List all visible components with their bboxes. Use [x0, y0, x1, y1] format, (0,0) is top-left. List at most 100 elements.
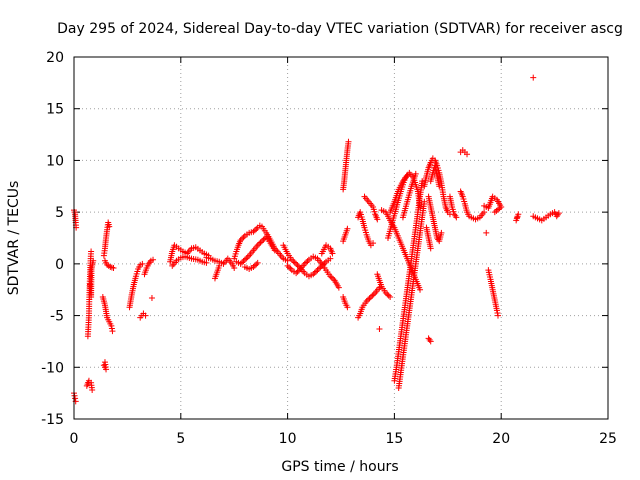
data-point-marker [293, 270, 300, 277]
data-point-marker [481, 209, 488, 216]
data-point-marker [88, 248, 95, 255]
data-point-marker [327, 255, 334, 262]
data-point-marker [436, 183, 443, 190]
data-point-marker [101, 359, 108, 366]
data-point-marker [382, 289, 389, 296]
data-point-marker [237, 237, 244, 244]
y-tick-label: 15 [46, 102, 64, 118]
data-point-marker [453, 214, 460, 221]
y-axis-label: SDTVAR / TECUs [6, 181, 22, 296]
data-point-marker [260, 236, 267, 243]
y-tick-label: 0 [55, 257, 64, 273]
data-point-marker [384, 291, 391, 298]
data-point-marker [231, 264, 238, 271]
data-point-marker [108, 322, 115, 329]
data-point-marker [243, 255, 250, 262]
data-point-marker [493, 307, 500, 314]
data-point-marker [311, 269, 318, 276]
y-tick-label: 20 [46, 50, 64, 66]
data-point-marker [237, 260, 244, 267]
data-point-marker [291, 259, 298, 266]
data-point-marker [251, 227, 258, 234]
data-point-marker [329, 250, 336, 257]
x-tick-label: 15 [385, 431, 403, 447]
y-tick-label: -15 [41, 412, 64, 428]
data-point-marker [328, 274, 335, 281]
x-tick-label: 10 [279, 431, 297, 447]
data-point-marker [530, 74, 537, 81]
data-point-marker [421, 198, 428, 205]
data-point-marker [303, 259, 310, 266]
x-tick-label: 20 [492, 431, 510, 447]
data-point-marker [483, 229, 490, 236]
data-point-marker [514, 214, 521, 221]
data-point-marker [239, 235, 246, 242]
data-point-marker [335, 284, 342, 291]
data-point-marker [427, 245, 434, 252]
data-point-marker [241, 256, 248, 263]
data-point-marker [419, 178, 426, 185]
data-point-marker [251, 262, 258, 269]
data-point-marker [250, 228, 257, 235]
data-point-marker [376, 326, 383, 333]
data-point-marker [90, 257, 97, 264]
data-point-marker [106, 223, 113, 230]
data-point-marker [240, 258, 247, 265]
data-point-marker [108, 325, 115, 332]
x-axis-label: GPS time / hours [281, 459, 398, 475]
data-point-marker [293, 260, 300, 267]
data-point-marker [257, 239, 264, 246]
data-point-marker [258, 238, 265, 245]
plot-frame [73, 56, 609, 420]
data-point-marker [290, 258, 297, 265]
data-point-marker [365, 296, 372, 303]
axis-ticks [73, 56, 609, 420]
data-point-marker [294, 262, 301, 269]
data-point-marker [110, 264, 117, 271]
data-point-marker [426, 336, 433, 343]
data-point-marker [244, 253, 251, 260]
data-point-marker [417, 286, 424, 293]
data-point-marker [345, 138, 352, 145]
data-point-marker [150, 256, 157, 263]
data-point-marker [327, 273, 334, 280]
data-point-marker [491, 209, 498, 216]
data-point-marker [310, 271, 317, 278]
data-point-marker [254, 259, 261, 266]
data-point-marker [464, 151, 471, 158]
data-point-marker [72, 395, 79, 402]
x-tick-label: 0 [70, 431, 79, 447]
y-tick-label: -5 [50, 309, 64, 325]
data-point-marker [284, 257, 291, 264]
data-point-marker [254, 242, 261, 249]
data-point-marker [387, 293, 394, 300]
data-point-marker [284, 262, 291, 269]
data-point-marker [253, 261, 260, 268]
data-point-marker [438, 229, 445, 236]
data-point-marker [370, 291, 377, 298]
data-point-marker [286, 264, 293, 271]
data-point-marker [374, 216, 381, 223]
data-point-marker [288, 256, 295, 263]
data-point-marker [363, 298, 370, 305]
data-point-marker [250, 263, 257, 270]
data-point-marker [404, 172, 411, 179]
data-point-marker [370, 240, 377, 247]
data-point-marker [330, 276, 337, 283]
data-point-marker [271, 247, 278, 254]
data-point-marker [109, 328, 116, 335]
data-point-marker [295, 267, 302, 274]
data-point-marker [366, 295, 373, 302]
data-point-marker [555, 210, 562, 217]
data-point-marker [515, 211, 522, 218]
data-point-marker [142, 312, 149, 319]
data-point-marker [294, 268, 301, 275]
y-tick-label: -10 [41, 360, 64, 376]
data-point-marker [148, 294, 155, 301]
data-point-marker [253, 226, 260, 233]
data-point-marker [256, 240, 263, 247]
x-tick-label: 5 [176, 431, 185, 447]
data-point-marker [287, 265, 294, 272]
data-point-marker [344, 304, 351, 311]
data-point-marker [494, 309, 501, 316]
